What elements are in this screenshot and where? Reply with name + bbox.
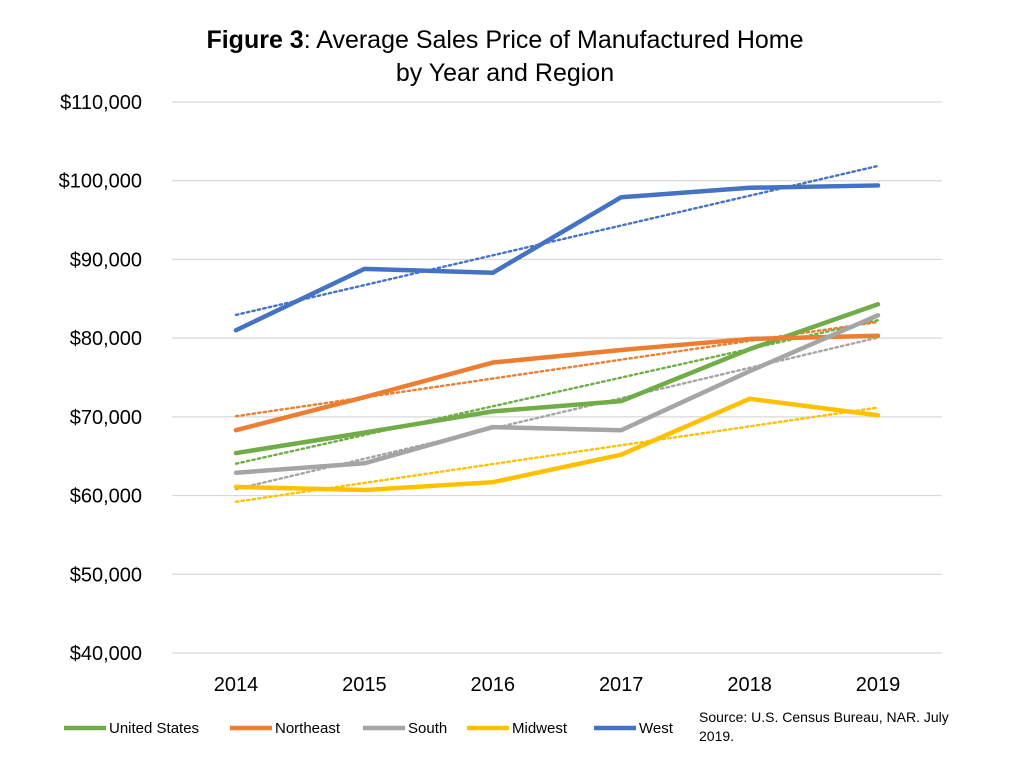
y-tick-label: $90,000 [70, 249, 142, 271]
y-tick-label: $40,000 [70, 643, 142, 665]
series-line-midwest [233, 396, 881, 493]
legend-label: Midwest [512, 720, 568, 737]
y-tick-label: $100,000 [59, 171, 142, 193]
legend-label: Northeast [275, 720, 341, 737]
chart-title-line2: by Year and Region [395, 59, 615, 87]
trendline-midwest [234, 406, 880, 503]
x-tick-label: 2016 [471, 674, 516, 696]
x-tick-label: 2019 [856, 674, 901, 696]
x-tick-label: 2017 [599, 674, 644, 696]
trendlines [234, 164, 880, 503]
legend-label: South [408, 720, 447, 737]
x-tick-label: 2015 [342, 674, 387, 696]
x-tick-label: 2014 [214, 674, 259, 696]
source-note: Source: U.S. Census Bureau, NAR. July 20… [699, 709, 949, 744]
y-tick-label: $80,000 [70, 328, 142, 350]
y-axis-ticks: $40,000 $50,000 $60,000 $70,000 $80,000 $90,0… [59, 92, 142, 665]
series-line-northeast [233, 333, 881, 433]
x-axis-ticks: 2014 2015 2016 2017 2018 2019 [214, 674, 901, 696]
chart-title-text: : Average Sales Price of Manufactured Ho… [303, 26, 804, 54]
legend-label: United States [109, 720, 199, 737]
legend-label: West [639, 720, 674, 737]
chart-title: Figure 3: Average Sales Price of Manufac… [0, 24, 1010, 90]
series-lines [233, 183, 881, 493]
trendline-united-states [234, 318, 880, 465]
y-tick-label: $60,000 [70, 486, 142, 508]
y-tick-label: $110,000 [60, 92, 142, 114]
y-tick-label: $50,000 [70, 564, 142, 586]
series-line-united-states [233, 302, 881, 456]
series-line-west [233, 183, 881, 333]
x-tick-label: 2018 [727, 674, 772, 696]
legend: United States Northeast South Midwest West [64, 720, 674, 737]
series-line-south [233, 313, 881, 475]
y-tick-label: $70,000 [70, 407, 142, 429]
chart-title-figure-label: Figure 3 [206, 26, 304, 54]
trendline-west [234, 164, 880, 317]
